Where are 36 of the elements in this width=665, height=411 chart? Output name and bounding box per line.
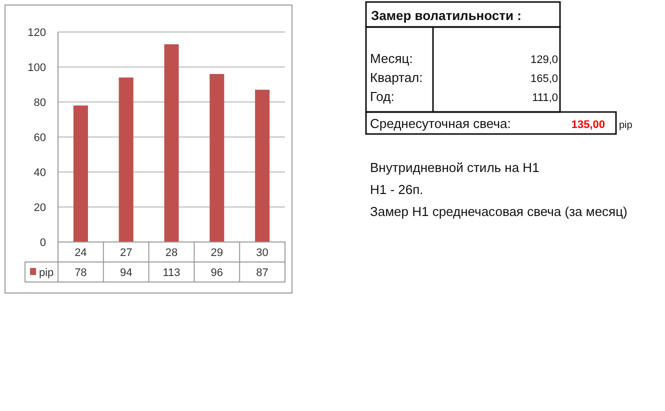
text: Внутридневной стиль на H1: [370, 160, 540, 175]
x-tick-label: 28: [165, 247, 178, 259]
data-label: 94: [120, 267, 132, 279]
text: 165,0: [530, 73, 558, 85]
bar: [73, 106, 88, 242]
x-tick-label: 27: [120, 247, 132, 259]
x-tick-label: 30: [256, 247, 268, 259]
text: 111,0: [532, 92, 558, 104]
text: Замер H1 среднечасовая свеча (за месяц): [370, 204, 628, 219]
text: 129,0: [530, 54, 558, 66]
legend-label: pip: [39, 267, 54, 279]
y-tick-label: 120: [28, 26, 46, 39]
text: Замер волатильности :: [371, 8, 522, 23]
text: Год:: [370, 89, 394, 104]
bar: [118, 78, 134, 242]
text: Квартал:: [370, 70, 423, 85]
y-tick-label: 60: [34, 132, 46, 144]
data-label: 113: [162, 267, 180, 279]
text: 135,00: [571, 119, 605, 131]
text: H1 - 26п.: [370, 182, 424, 197]
x-tick-label: 29: [210, 247, 224, 259]
text: pip: [619, 120, 633, 131]
bar: [210, 74, 224, 242]
data-label: 96: [210, 267, 224, 279]
y-tick-label: 0: [40, 236, 46, 249]
data-label: 78: [74, 267, 87, 279]
data-label: 87: [256, 267, 268, 279]
x-tick-label: 24: [74, 247, 87, 259]
text: Месяц:: [370, 51, 413, 66]
bar: [164, 44, 179, 242]
y-tick-label: 40: [34, 166, 46, 179]
y-tick-label: 100: [28, 62, 46, 74]
y-tick-label: 20: [34, 202, 46, 214]
text: Среднесуточная свеча:: [370, 116, 511, 131]
bar: [255, 90, 270, 242]
y-tick-label: 80: [34, 96, 46, 109]
